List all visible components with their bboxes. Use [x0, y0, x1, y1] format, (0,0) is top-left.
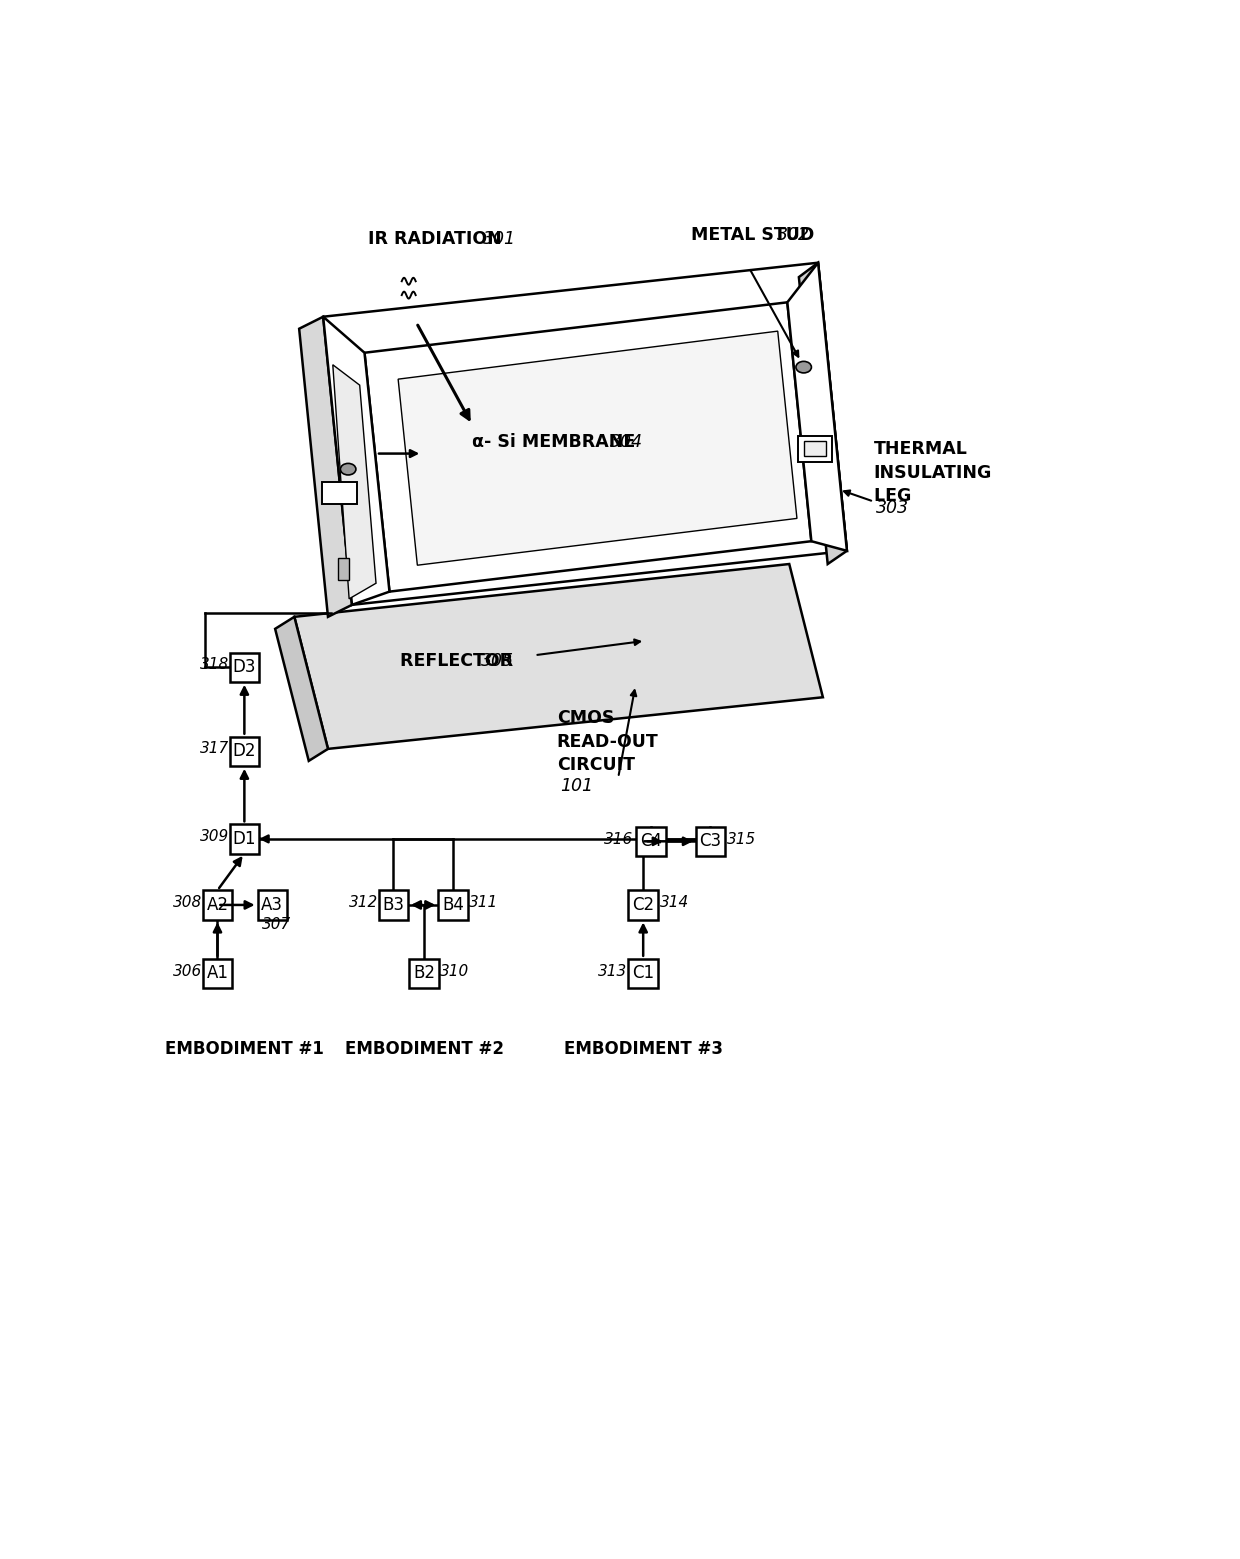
FancyBboxPatch shape	[629, 890, 658, 920]
Text: CMOS
READ-OUT
CIRCUIT: CMOS READ-OUT CIRCUIT	[557, 709, 658, 775]
Text: D3: D3	[233, 658, 257, 677]
Text: IR RADIATION: IR RADIATION	[368, 229, 508, 248]
FancyBboxPatch shape	[258, 890, 286, 920]
Text: 301: 301	[484, 229, 516, 248]
Text: 305: 305	[481, 652, 515, 670]
FancyBboxPatch shape	[696, 826, 725, 856]
FancyBboxPatch shape	[229, 825, 259, 853]
Polygon shape	[365, 302, 811, 591]
Text: 309: 309	[201, 829, 229, 843]
Text: 313: 313	[598, 963, 626, 979]
Ellipse shape	[796, 362, 811, 373]
Polygon shape	[787, 263, 847, 550]
Polygon shape	[324, 263, 847, 605]
FancyBboxPatch shape	[805, 441, 826, 457]
Text: A2: A2	[207, 896, 228, 914]
Polygon shape	[299, 316, 352, 617]
Text: 317: 317	[201, 742, 229, 756]
Text: C4: C4	[640, 833, 662, 850]
FancyBboxPatch shape	[378, 890, 408, 920]
Polygon shape	[294, 564, 823, 748]
Text: B4: B4	[441, 896, 464, 914]
Text: 303: 303	[877, 499, 909, 518]
Polygon shape	[275, 617, 327, 761]
Text: 315: 315	[727, 831, 756, 847]
Text: D1: D1	[233, 829, 257, 848]
FancyBboxPatch shape	[799, 435, 832, 461]
Text: 312: 312	[350, 895, 378, 910]
Text: α- Si MEMBRANE: α- Si MEMBRANE	[472, 432, 641, 451]
Text: B2: B2	[413, 965, 435, 982]
Text: 101: 101	[560, 776, 594, 795]
Text: THERMAL
INSULATING
LEG: THERMAL INSULATING LEG	[874, 440, 992, 505]
Text: 302: 302	[776, 226, 810, 245]
FancyBboxPatch shape	[409, 959, 439, 988]
Text: EMBODIMENT #3: EMBODIMENT #3	[564, 1040, 723, 1059]
Text: EMBODIMENT #1: EMBODIMENT #1	[165, 1040, 324, 1059]
Text: 306: 306	[174, 963, 202, 979]
Text: 314: 314	[660, 895, 688, 910]
Text: B3: B3	[382, 896, 404, 914]
FancyBboxPatch shape	[229, 653, 259, 681]
Text: REFLECTOR: REFLECTOR	[401, 652, 520, 670]
FancyBboxPatch shape	[339, 558, 348, 580]
Text: 308: 308	[174, 895, 202, 910]
Polygon shape	[332, 365, 376, 599]
Text: C2: C2	[632, 896, 655, 914]
Text: 316: 316	[604, 831, 632, 847]
Text: METAL STUD: METAL STUD	[691, 226, 821, 245]
Text: D2: D2	[233, 742, 257, 761]
Text: C1: C1	[632, 965, 655, 982]
Text: A1: A1	[207, 965, 228, 982]
Ellipse shape	[341, 463, 356, 475]
FancyBboxPatch shape	[229, 737, 259, 765]
Text: 311: 311	[469, 895, 498, 910]
Text: 318: 318	[201, 658, 229, 672]
Polygon shape	[799, 263, 847, 564]
Text: 310: 310	[440, 963, 470, 979]
FancyBboxPatch shape	[629, 959, 658, 988]
FancyBboxPatch shape	[438, 890, 467, 920]
Text: 304: 304	[610, 432, 644, 451]
FancyBboxPatch shape	[203, 890, 232, 920]
FancyBboxPatch shape	[636, 826, 666, 856]
Polygon shape	[398, 331, 797, 566]
Text: A3: A3	[262, 896, 283, 914]
FancyBboxPatch shape	[203, 959, 232, 988]
Text: 307: 307	[262, 917, 290, 932]
Text: C3: C3	[699, 833, 722, 850]
Text: EMBODIMENT #2: EMBODIMENT #2	[345, 1040, 503, 1059]
Polygon shape	[324, 316, 389, 605]
FancyBboxPatch shape	[322, 482, 357, 504]
